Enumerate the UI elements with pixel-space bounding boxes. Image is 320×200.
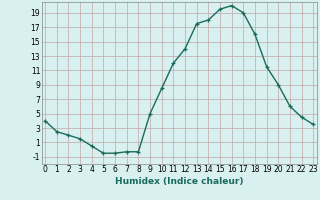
X-axis label: Humidex (Indice chaleur): Humidex (Indice chaleur): [115, 177, 244, 186]
